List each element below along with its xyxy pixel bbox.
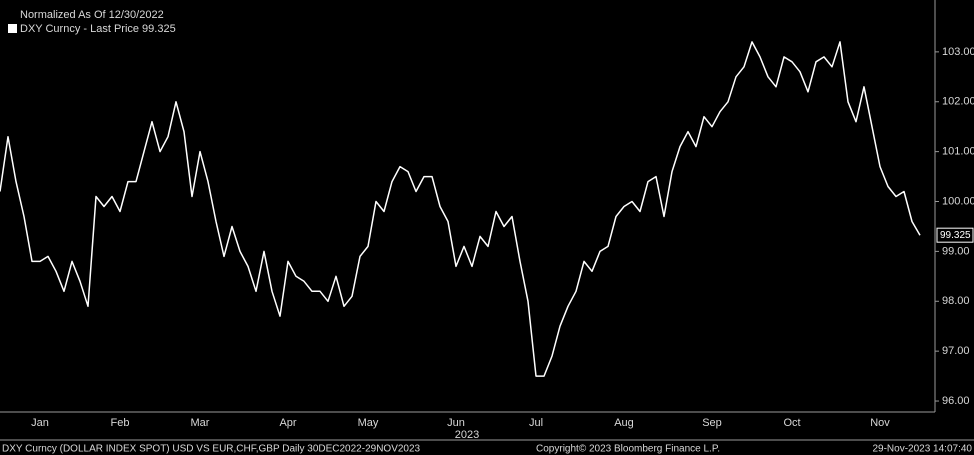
footer-left: DXY Curncy (DOLLAR INDEX SPOT) USD VS EU… (2, 444, 421, 455)
legend-swatch (8, 24, 17, 33)
x-tick-label: Mar (191, 417, 210, 429)
x-tick-label: Jan (31, 417, 49, 429)
y-tick-label: 99.00 (942, 245, 970, 257)
y-tick-label: 102.00 (942, 96, 974, 108)
x-axis-year: 2023 (455, 429, 479, 441)
x-tick-label: Sep (702, 417, 722, 429)
y-tick-label: 103.00 (942, 46, 974, 58)
x-tick-label: Oct (783, 417, 800, 429)
footer-center: Copyright© 2023 Bloomberg Finance L.P. (536, 444, 720, 455)
last-price-label: 99.325 (940, 230, 971, 241)
x-tick-label: Nov (870, 417, 890, 429)
x-tick-label: Aug (614, 417, 634, 429)
x-tick-label: Feb (111, 417, 130, 429)
x-tick-label: Jun (447, 417, 465, 429)
legend-entry: DXY Curncy - Last Price 99.325 (20, 23, 176, 35)
price-line (0, 41, 921, 377)
y-tick-label: 101.00 (942, 146, 974, 158)
y-tick-label: 96.00 (942, 395, 970, 407)
y-tick-label: 100.00 (942, 195, 974, 207)
chart-header: Normalized As Of 12/30/2022 (20, 9, 164, 21)
last-price-box (936, 227, 974, 243)
x-tick-label: May (358, 417, 379, 429)
x-tick-label: Jul (529, 417, 543, 429)
y-tick-label: 98.00 (942, 295, 970, 307)
footer-right: 29-Nov-2023 14:07:40 (872, 444, 972, 455)
y-tick-label: 97.00 (942, 345, 970, 357)
x-tick-label: Apr (279, 417, 296, 429)
